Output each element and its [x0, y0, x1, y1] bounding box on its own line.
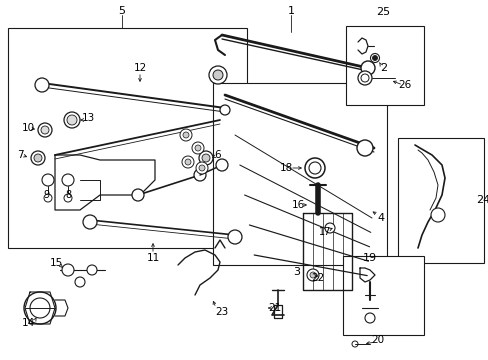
Circle shape: [192, 142, 203, 154]
Circle shape: [42, 174, 54, 186]
Text: 3: 3: [293, 267, 300, 277]
Circle shape: [87, 265, 97, 275]
Circle shape: [364, 313, 374, 323]
Text: 6: 6: [214, 150, 221, 160]
Text: 17: 17: [318, 227, 330, 237]
Text: 1: 1: [287, 6, 294, 16]
Circle shape: [372, 55, 377, 60]
Text: 14: 14: [21, 318, 35, 328]
Circle shape: [213, 70, 223, 80]
Circle shape: [325, 223, 334, 233]
Circle shape: [360, 61, 374, 75]
Text: 16: 16: [291, 200, 304, 210]
Circle shape: [308, 162, 320, 174]
Bar: [346, 26, 423, 105]
Circle shape: [199, 165, 204, 171]
Bar: [213, 83, 386, 265]
Text: 4: 4: [377, 213, 384, 223]
Circle shape: [182, 156, 194, 168]
Text: 15: 15: [49, 258, 62, 268]
Circle shape: [62, 264, 74, 276]
Text: 25: 25: [375, 7, 389, 17]
Circle shape: [195, 145, 201, 151]
Circle shape: [351, 341, 357, 347]
Text: 18: 18: [279, 163, 292, 173]
Circle shape: [64, 194, 72, 202]
Circle shape: [216, 159, 227, 171]
Circle shape: [196, 162, 207, 174]
Text: 11: 11: [146, 253, 159, 263]
Circle shape: [360, 74, 368, 82]
Text: 26: 26: [398, 80, 411, 90]
Circle shape: [309, 272, 315, 278]
Circle shape: [370, 54, 379, 63]
Circle shape: [41, 126, 49, 134]
Text: 23: 23: [215, 307, 228, 317]
Circle shape: [38, 123, 52, 137]
Circle shape: [430, 208, 444, 222]
Text: 7: 7: [17, 150, 23, 160]
Bar: [8, 28, 246, 248]
Circle shape: [35, 78, 49, 92]
Circle shape: [62, 174, 74, 186]
Circle shape: [306, 269, 318, 281]
Circle shape: [356, 140, 372, 156]
Circle shape: [75, 277, 85, 287]
Circle shape: [194, 169, 205, 181]
Text: 13: 13: [81, 113, 95, 123]
Bar: [342, 256, 423, 335]
Text: 10: 10: [21, 123, 35, 133]
Text: 9: 9: [43, 190, 49, 200]
Circle shape: [67, 115, 77, 125]
Circle shape: [227, 230, 242, 244]
Circle shape: [24, 292, 56, 324]
Text: 22: 22: [311, 273, 324, 283]
Circle shape: [183, 132, 189, 138]
Circle shape: [30, 298, 50, 318]
Circle shape: [202, 154, 209, 162]
Text: 21: 21: [268, 303, 281, 313]
Circle shape: [184, 159, 191, 165]
Text: 2: 2: [380, 63, 387, 73]
Circle shape: [357, 71, 371, 85]
Text: 19: 19: [362, 253, 376, 263]
Circle shape: [208, 66, 226, 84]
Text: 20: 20: [371, 335, 384, 345]
Text: 5: 5: [118, 6, 125, 16]
Circle shape: [132, 189, 143, 201]
Circle shape: [83, 215, 97, 229]
Text: 24: 24: [475, 195, 488, 205]
Circle shape: [44, 194, 52, 202]
Circle shape: [34, 154, 42, 162]
Text: 12: 12: [133, 63, 146, 73]
Bar: [397, 138, 483, 263]
Circle shape: [220, 105, 229, 115]
Circle shape: [64, 112, 80, 128]
Text: 8: 8: [65, 190, 71, 200]
Circle shape: [180, 129, 192, 141]
Circle shape: [31, 151, 45, 165]
Circle shape: [199, 151, 213, 165]
Circle shape: [305, 158, 325, 178]
